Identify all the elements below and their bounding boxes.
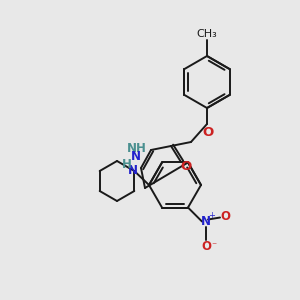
Text: N: N	[201, 215, 211, 228]
Text: O: O	[220, 210, 230, 223]
Text: H: H	[122, 158, 132, 172]
Text: N: N	[131, 150, 141, 163]
Text: +: +	[208, 211, 215, 220]
Text: CH₃: CH₃	[196, 29, 218, 39]
Text: N: N	[128, 164, 138, 176]
Text: NH: NH	[127, 142, 147, 155]
Text: O: O	[180, 160, 192, 172]
Text: O: O	[201, 240, 211, 253]
Text: O: O	[202, 126, 214, 139]
Text: ⁻: ⁻	[212, 242, 217, 251]
